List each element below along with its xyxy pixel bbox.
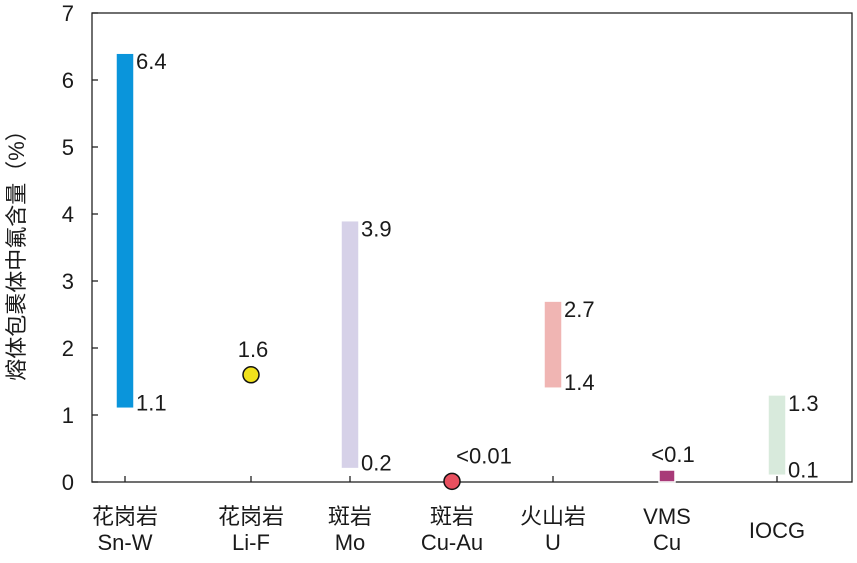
y-tick-label: 1 [62,403,74,428]
category-label: VMS [643,504,691,529]
category-label: Cu-Au [421,530,483,555]
category-label: 花岗岩 [92,504,158,529]
range-high-label: <0.1 [651,442,694,467]
category-label: 斑岩 [328,504,372,529]
category-label: Mo [335,530,366,555]
plot-frame [91,12,853,483]
category-label: Sn-W [98,530,153,555]
range-bar [658,469,676,483]
range-low-label: 1.1 [136,390,167,415]
axes: 0 1 2 3 4 5 6 7 [62,1,853,495]
range-bar [767,394,787,477]
point-marker [443,472,461,491]
range-low-label: 1.4 [564,370,595,395]
range-high-label: 1.3 [788,391,819,416]
y-tick-label: 4 [62,202,74,227]
range-high-label: 3.9 [361,217,392,242]
category-label: 花岗岩 [218,504,284,529]
category-label: Cu [653,530,681,555]
point-label: <0.01 [456,443,512,468]
y-tick-label: 2 [62,336,74,361]
y-tick-label: 0 [62,470,74,495]
range-bar [543,300,563,389]
point-label: 1.6 [238,337,269,362]
data-marks [115,52,787,491]
range-low-label: 0.2 [361,451,392,476]
y-tick-label: 6 [62,68,74,93]
y-axis-title: 熔体包裹体中氟含量（%） [4,119,29,381]
y-tick-label: 3 [62,269,74,294]
range-low-label: 0.1 [788,457,819,482]
category-label: 斑岩 [430,504,474,529]
category-label: 火山岩 [520,504,586,529]
range-bar [115,52,135,410]
category-label: Li-F [232,530,270,555]
y-tick-label: 7 [62,1,74,26]
data-labels: 6.4 1.1 1.6 3.9 0.2 <0.01 2.7 1.4 <0.1 1.3 0.1 [136,49,819,482]
category-label: IOCG [749,518,805,543]
point-marker [242,366,260,384]
range-bar [340,219,360,470]
range-high-label: 6.4 [136,49,167,74]
range-high-label: 2.7 [564,297,595,322]
y-tick-label: 5 [62,135,74,160]
category-label: U [545,530,561,555]
